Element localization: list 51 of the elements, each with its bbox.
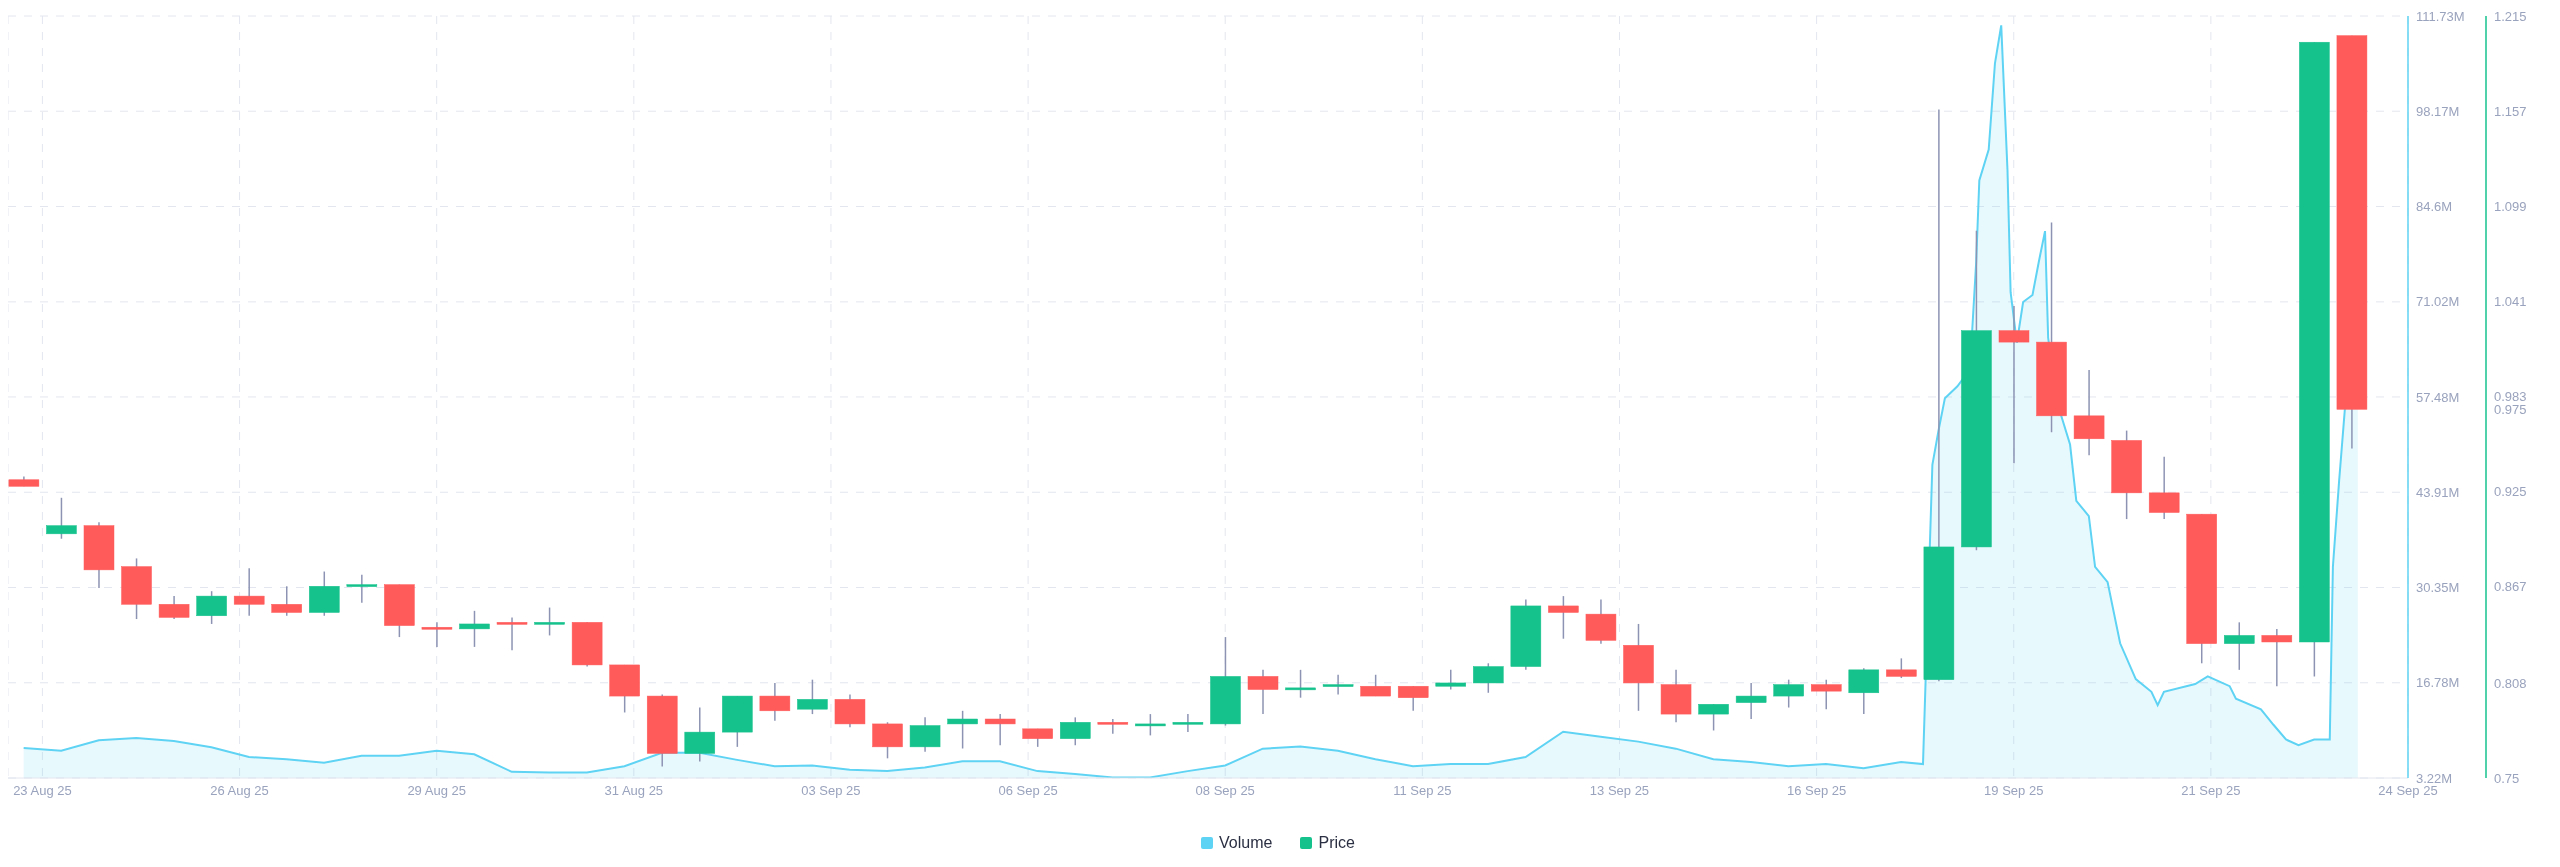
candlestick bbox=[1322, 674, 1354, 696]
y-tick-label: 1.215 bbox=[2494, 8, 2527, 24]
y2-tick-label: 71.02M bbox=[2416, 294, 2460, 310]
x-tick-label: 19 Sep 25 bbox=[1984, 783, 2044, 799]
candlestick bbox=[346, 574, 378, 604]
candlestick bbox=[1735, 682, 1767, 720]
y2-tick-label: 111.73M bbox=[2416, 8, 2465, 24]
candlestick bbox=[1172, 713, 1204, 733]
y2-tick-label: 3.22M bbox=[2416, 770, 2453, 786]
x-tick-label: 26 Aug 25 bbox=[210, 783, 269, 799]
y2-tick-label: 16.78M bbox=[2416, 675, 2460, 691]
candlestick bbox=[496, 616, 528, 651]
legend-label: Price bbox=[1318, 834, 1355, 852]
y-tick-label: 1.157 bbox=[2494, 103, 2527, 119]
x-tick-label: 06 Sep 25 bbox=[998, 783, 1058, 799]
x-tick-label: 16 Sep 25 bbox=[1786, 783, 1847, 799]
x-tick-label: 03 Sep 25 bbox=[801, 783, 861, 799]
y-tick-label: 0.983 bbox=[2494, 388, 2527, 404]
x-tick-label: 23 Aug 25 bbox=[13, 783, 72, 799]
candlestick bbox=[1285, 669, 1316, 699]
candlestick bbox=[1998, 305, 2030, 465]
y2-tick-label: 30.35M bbox=[2416, 580, 2460, 596]
x-tick-label: 13 Sep 25 bbox=[1589, 783, 1650, 799]
candlestick bbox=[421, 621, 453, 648]
y-tick-label: 0.808 bbox=[2494, 675, 2527, 691]
y2-tick-label: 84.6M bbox=[2416, 199, 2453, 215]
x-tick-label: 24 Sep 25 bbox=[2378, 783, 2438, 799]
y-tick-label: 0.975 bbox=[2494, 401, 2527, 417]
x-tick-label: 21 Sep 25 bbox=[2181, 783, 2241, 799]
y-tick-label: 0.867 bbox=[2494, 578, 2527, 594]
candlestick bbox=[984, 713, 1016, 746]
y-tick-label: 0.75 bbox=[2494, 770, 2520, 786]
y2-tick-label: 98.17M bbox=[2416, 103, 2460, 119]
candlestick bbox=[2261, 628, 2293, 687]
candlestick bbox=[1435, 669, 1466, 691]
candlestick bbox=[459, 610, 490, 648]
x-tick-label: 11 Sep 25 bbox=[1393, 783, 1452, 799]
y2-tick-label: 43.91M bbox=[2416, 484, 2460, 500]
y-tick-label: 1.041 bbox=[2494, 293, 2527, 309]
candlestick bbox=[534, 606, 565, 637]
x-tick-label: 08 Sep 25 bbox=[1195, 783, 1255, 799]
legend-label: Volume bbox=[1219, 834, 1273, 852]
y-tick-label: 0.925 bbox=[2494, 483, 2527, 499]
candlestick bbox=[947, 710, 978, 750]
x-tick-label: 29 Aug 25 bbox=[407, 783, 466, 799]
candlestick bbox=[1097, 718, 1129, 735]
x-tick-label: 31 Aug 25 bbox=[604, 783, 664, 799]
candlestick bbox=[1810, 678, 1842, 710]
candlestick bbox=[1135, 713, 1166, 737]
y2-tick-label: 57.48M bbox=[2416, 389, 2460, 405]
y-tick-label: 1.099 bbox=[2494, 198, 2527, 214]
